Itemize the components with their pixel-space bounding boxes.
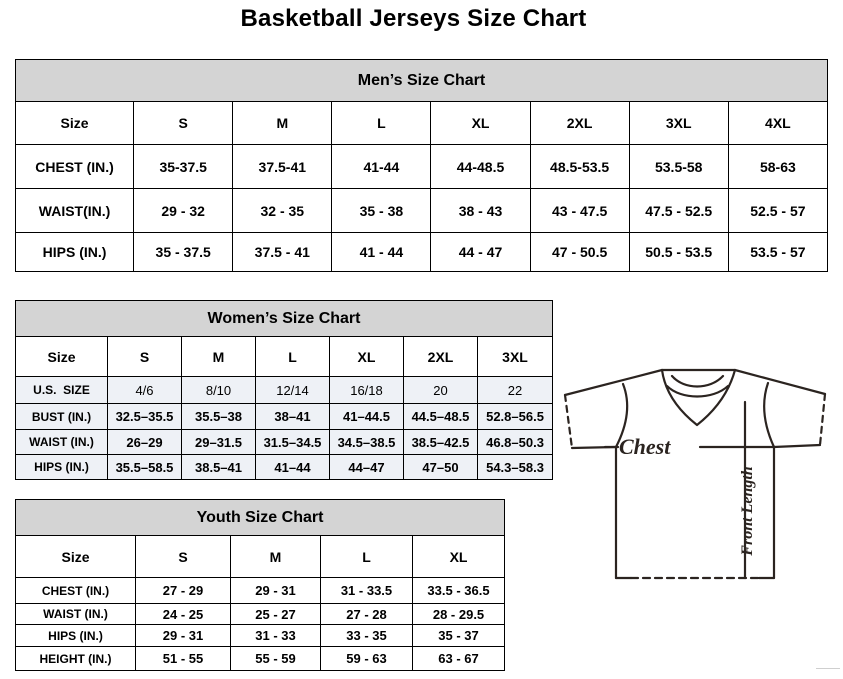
svg-text:Front Length: Front Length (739, 466, 756, 556)
svg-text:Chest: Chest (619, 434, 671, 459)
